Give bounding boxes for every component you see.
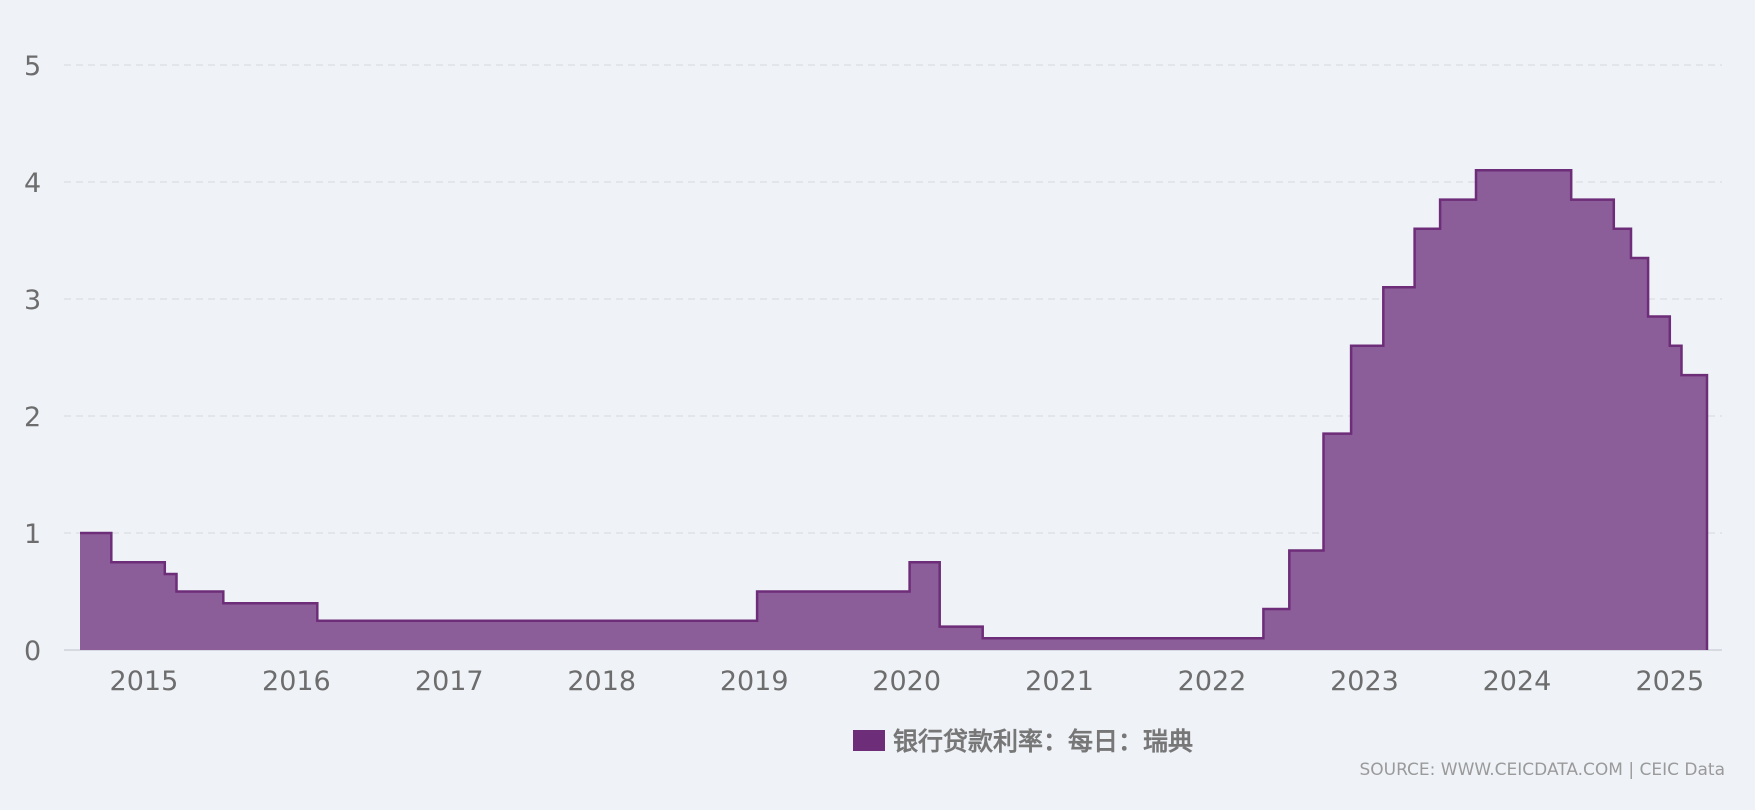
y-tick-label: 0 — [24, 636, 41, 667]
x-tick-label: 2019 — [720, 666, 789, 697]
x-tick-label: 2025 — [1635, 666, 1704, 697]
x-tick-label: 2018 — [567, 666, 636, 697]
legend-swatch — [853, 729, 885, 751]
x-tick-label: 2016 — [262, 666, 331, 697]
series-area — [80, 170, 1707, 651]
x-tick-label: 2021 — [1025, 666, 1094, 697]
series-line — [80, 169, 1709, 650]
y-tick-label: 1 — [24, 519, 41, 550]
y-tick-label: 5 — [24, 51, 41, 82]
x-tick-label: 2017 — [415, 666, 484, 697]
y-tick-label: 2 — [24, 402, 41, 433]
axis-layer: 0 1 2 3 4 5 2015 2016 2017 2018 2019 2020 2021 2022 20… — [24, 51, 1704, 697]
y-tick-label: 3 — [24, 285, 41, 316]
legend[interactable]: 银行贷款利率：每日：瑞典 — [853, 722, 1193, 758]
x-tick-label: 2015 — [110, 666, 179, 697]
x-tick-label: 2024 — [1483, 666, 1552, 697]
x-tick-label: 2023 — [1330, 666, 1399, 697]
legend-label: 银行贷款利率：每日：瑞典 — [893, 727, 1194, 756]
y-tick-label: 4 — [24, 168, 41, 199]
x-tick-label: 2020 — [872, 666, 941, 697]
series-layer — [80, 169, 1709, 651]
source-credit: SOURCE: WWW.CEICDATA.COM | CEIC Data — [1359, 760, 1725, 780]
x-tick-label: 2022 — [1178, 666, 1247, 697]
